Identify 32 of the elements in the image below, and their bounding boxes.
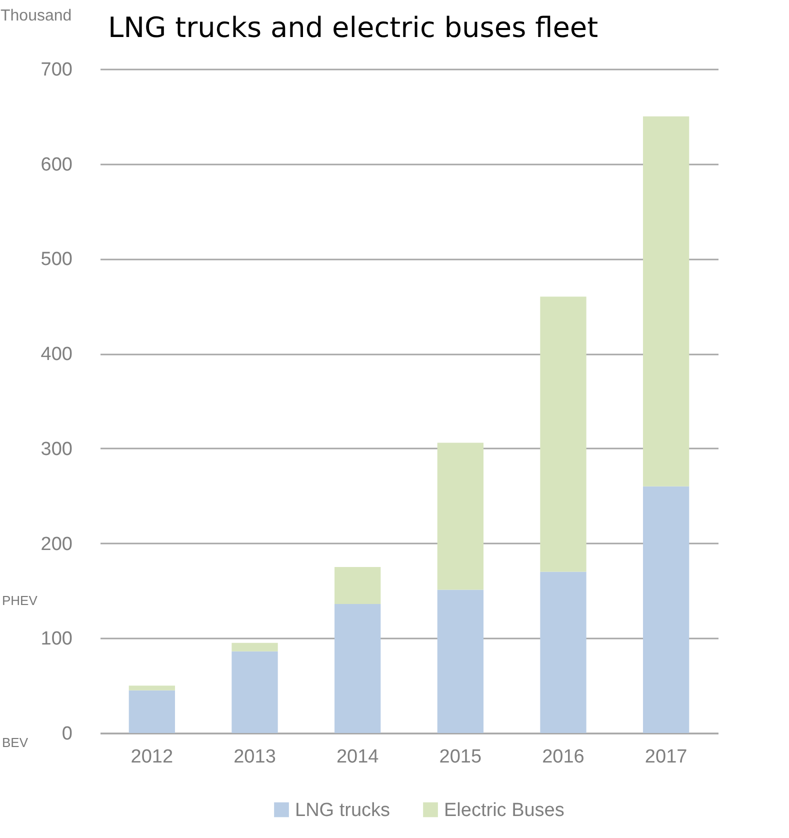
bar xyxy=(334,567,381,604)
text: BEV xyxy=(2,735,28,750)
y-tick-label: 600 xyxy=(40,154,72,176)
x-tick-label: 2017 xyxy=(644,746,688,768)
bar xyxy=(540,572,586,733)
y-axis-title: Thousand xyxy=(0,8,72,24)
y-tick-label: 300 xyxy=(40,438,72,460)
bar xyxy=(128,690,176,733)
bar xyxy=(642,486,690,733)
x-tick-label: 2013 xyxy=(234,746,276,768)
bar xyxy=(540,296,586,572)
y-tick-label: 100 xyxy=(40,628,72,650)
text: PHEV xyxy=(2,593,38,608)
x-tick-label: 2014 xyxy=(336,746,380,768)
legend-label: LNG trucks xyxy=(295,800,390,821)
x-tick-label: 2015 xyxy=(439,746,482,768)
y-tick-label: 700 xyxy=(40,60,72,80)
chart-title: LNG trucks and electric buses fleet xyxy=(108,11,598,44)
bar xyxy=(334,604,381,733)
y-tick-label: 400 xyxy=(40,344,72,366)
bar xyxy=(642,116,690,486)
y-tick-label: 200 xyxy=(40,534,72,555)
legend-label: Electric Buses xyxy=(444,800,564,821)
y-tick-label: 0 xyxy=(62,724,72,744)
bar xyxy=(128,686,176,690)
bar xyxy=(437,590,484,733)
x-tick-label: 2012 xyxy=(130,746,174,768)
x-tick-label: 2016 xyxy=(542,746,584,768)
bar xyxy=(232,642,278,652)
y-tick-label: 500 xyxy=(40,249,72,270)
bar xyxy=(232,651,278,733)
bar xyxy=(437,442,484,590)
